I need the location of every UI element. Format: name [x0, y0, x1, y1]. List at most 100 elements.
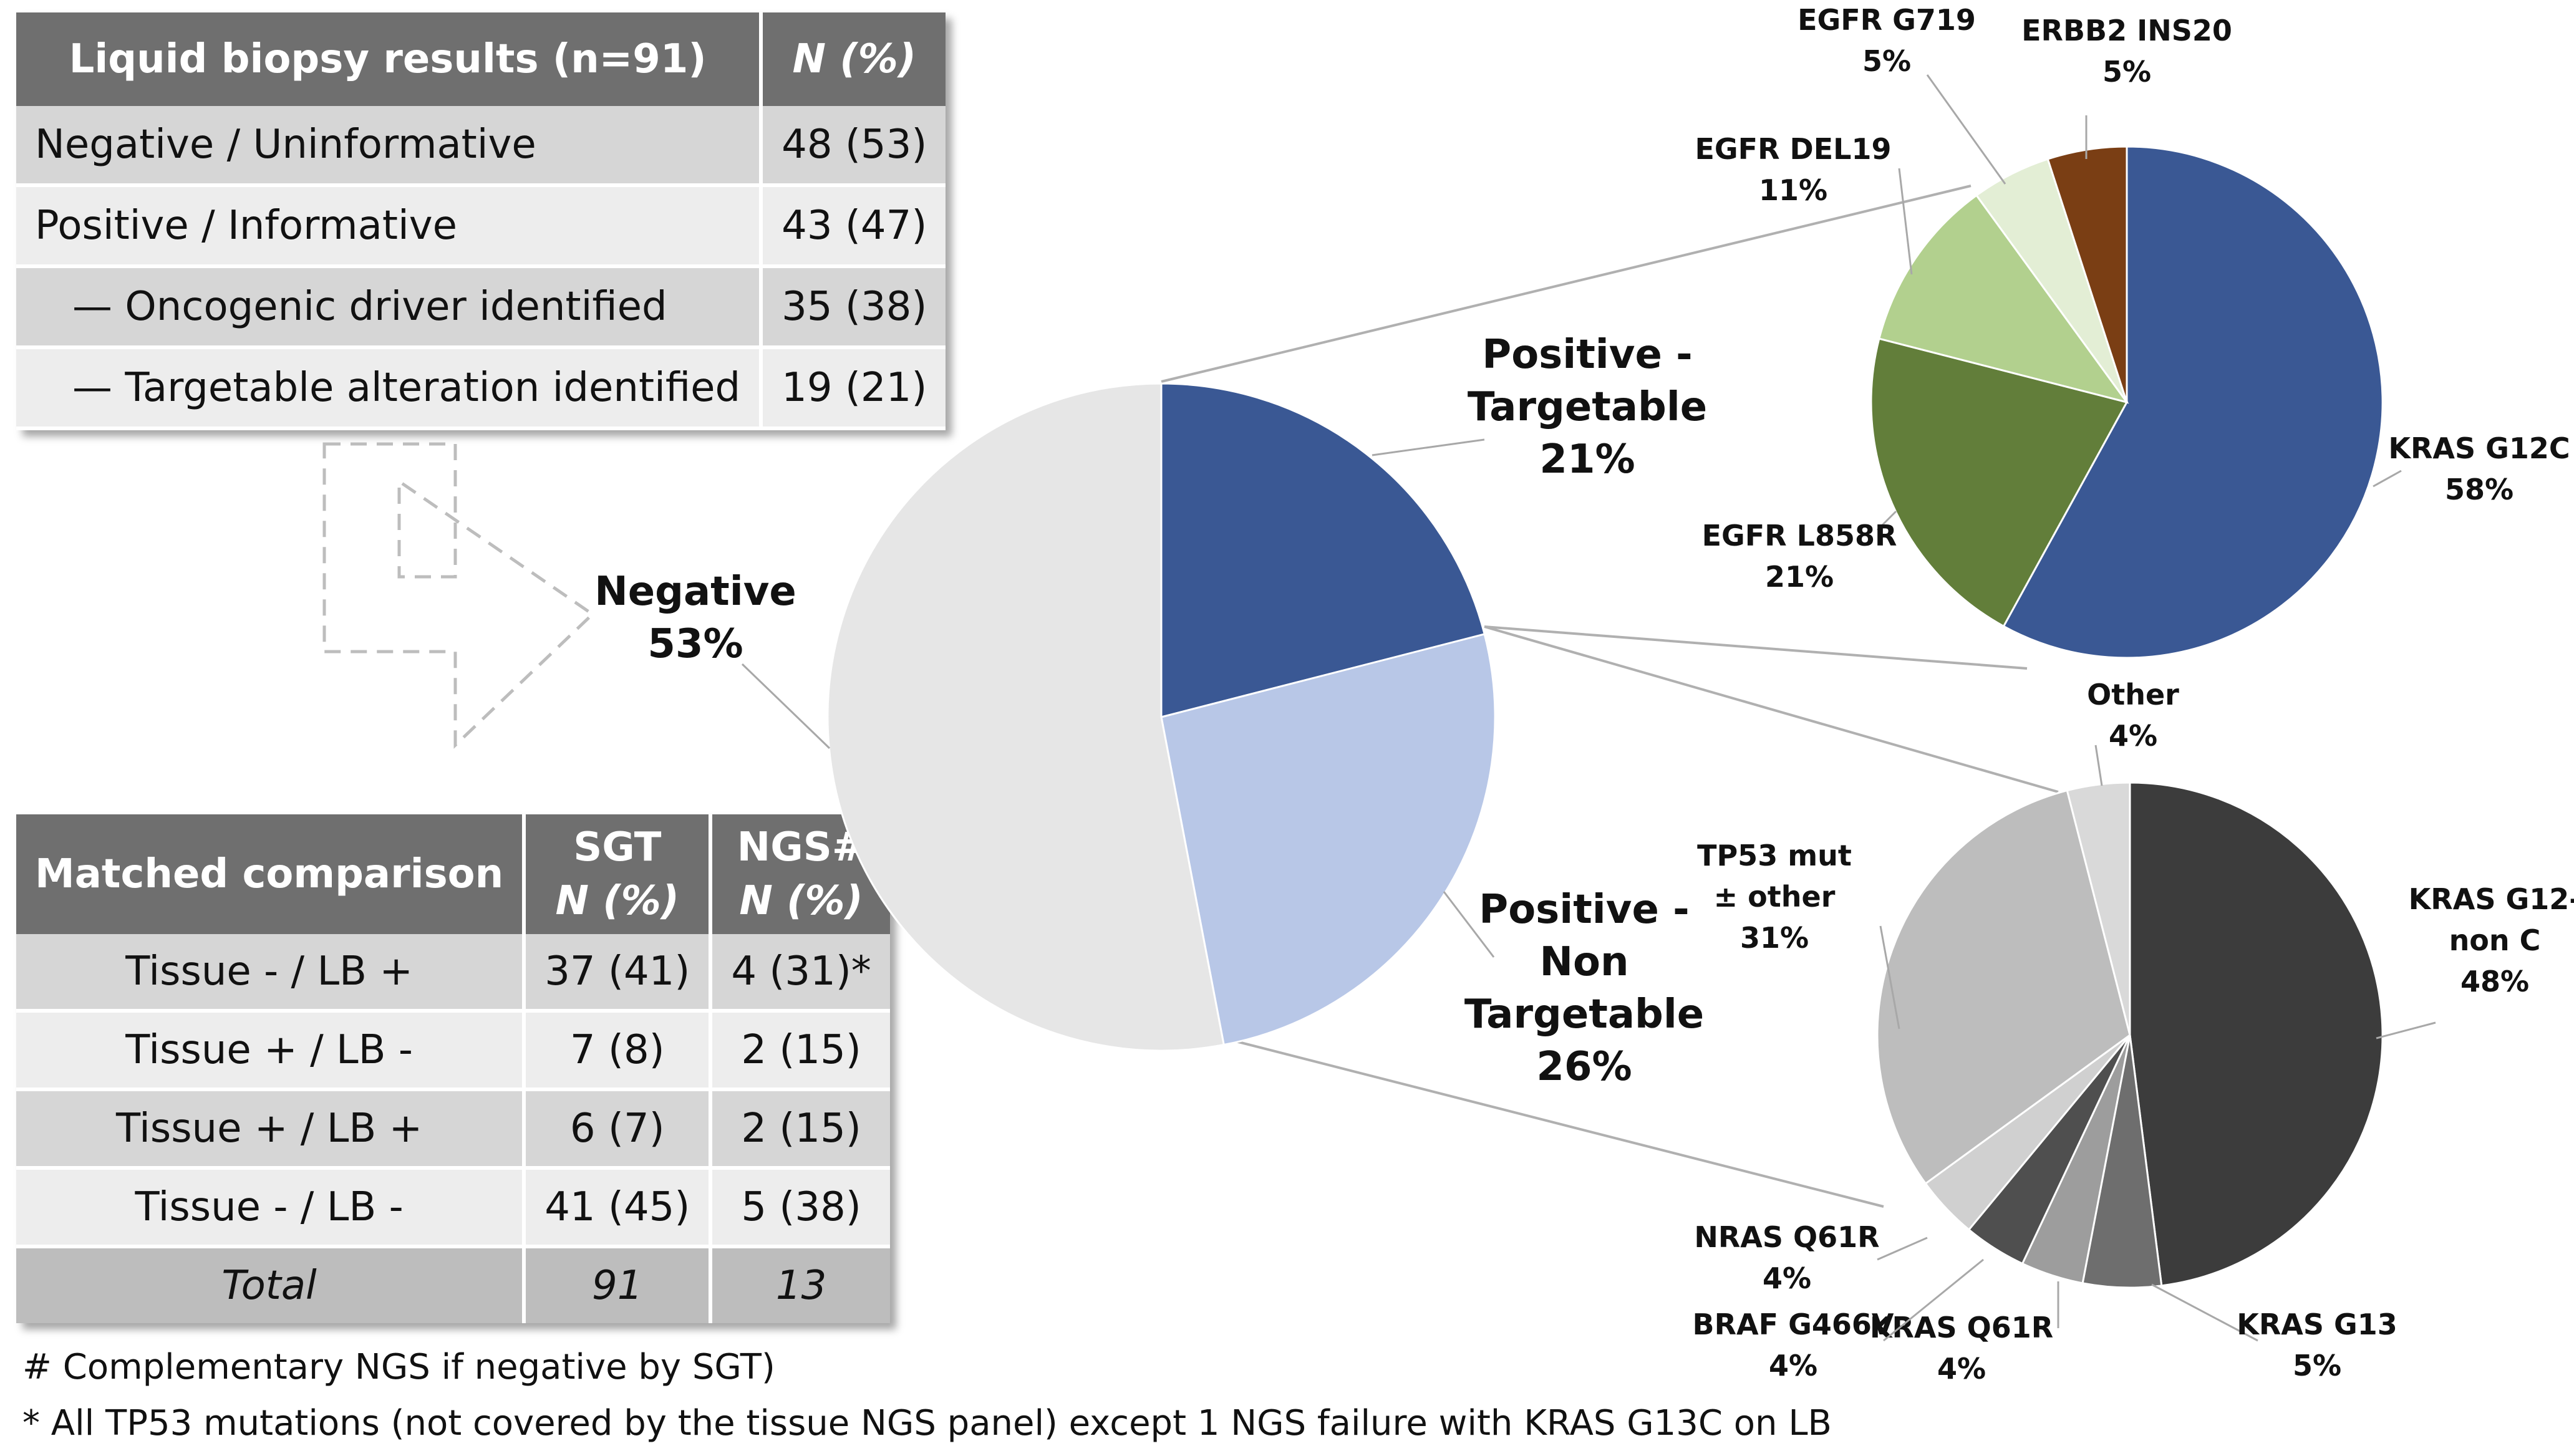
data-label-line: 26%: [1536, 1044, 1632, 1090]
t2-row-label: Tissue + / LB -: [16, 1013, 526, 1091]
pie-slice-main-0: [1160, 382, 1486, 718]
leader-line-main-1: [1443, 891, 1495, 958]
data-label-line: non C: [2449, 923, 2541, 957]
t2-row-ngs: 2 (15): [712, 1013, 890, 1091]
pie-slice-targetable-0: [2002, 145, 2384, 659]
table-row: — Targetable alteration identified 19 (2…: [16, 349, 946, 430]
data-label-targetable-3: EGFR G719 5%: [1797, 3, 1976, 78]
leader-line-main-0: [1372, 438, 1485, 456]
data-label-line: KRAS Q61R: [1870, 1311, 2053, 1344]
t2-row-sgt: 6 (7): [526, 1091, 713, 1170]
data-label-non_targetable-1: KRAS G13 5%: [2237, 1308, 2397, 1382]
data-label-line: 21%: [1765, 560, 1834, 594]
t2-total-sgt: 91: [526, 1248, 713, 1323]
leader-line-targetable-3: [1926, 74, 2006, 185]
data-label-non_targetable-4: NRAS Q61R 4%: [1694, 1220, 1879, 1295]
t2-header-ngs-npct: N (%): [739, 878, 863, 924]
t2-header-label: Matched comparison: [16, 814, 526, 934]
t1-header-label: Liquid biopsy results (n=91): [16, 12, 763, 106]
leader-line-non_targetable-5: [1879, 925, 1900, 1029]
t2-header-sgt-npct: N (%): [555, 878, 679, 924]
data-label-main-1: Positive - Non Targetable 26%: [1464, 887, 1704, 1090]
table-row: Tissue - / LB + 37 (41) 4 (31)*: [16, 934, 890, 1013]
data-label-non_targetable-5: TP53 mut ± other 31%: [1697, 839, 1852, 955]
data-label-line: EGFR DEL19: [1695, 132, 1892, 166]
data-label-main-0: Positive - Targetable 21%: [1468, 332, 1707, 483]
data-label-non_targetable-0: KRAS G12- non C 48%: [2409, 882, 2574, 998]
data-label-targetable-1: EGFR L858R 21%: [1702, 519, 1897, 594]
connector-line: [1484, 625, 2059, 793]
data-label-line: 11%: [1759, 173, 1827, 207]
t2-total-ngs: 13: [712, 1248, 890, 1323]
t1-row-label: — Targetable alteration identified: [16, 349, 763, 430]
data-label-line: KRAS G13: [2237, 1308, 2397, 1341]
liquid-biopsy-results-table: Liquid biopsy results (n=91) N (%) Negat…: [16, 12, 946, 430]
t2-header-sgt-label: SGT: [573, 824, 662, 870]
leader-line-targetable-0: [2373, 470, 2402, 488]
leader-line-non_targetable-1: [2151, 1283, 2258, 1342]
table-row: — Oncogenic driver identified 35 (38): [16, 268, 946, 349]
connector-line: [1223, 1037, 1884, 1208]
t1-header-value: N (%): [763, 12, 946, 106]
data-label-line: NRAS Q61R: [1694, 1220, 1879, 1254]
data-label-targetable-4: ERBB2 INS20 5%: [2021, 14, 2232, 89]
data-label-line: Targetable: [1464, 991, 1704, 1038]
dashed-arrow-icon: [322, 442, 595, 749]
pie-slice-non_targetable-6: [2066, 781, 2131, 1036]
pie-slice-targetable-2: [1878, 194, 2129, 404]
data-label-targetable-0: KRAS G12C 58%: [2388, 431, 2570, 506]
footnote-ngs: # Complementary NGS if negative by SGT): [22, 1347, 775, 1387]
data-label-line: 4%: [2109, 719, 2157, 753]
t2-row-ngs: 5 (38): [712, 1170, 890, 1248]
data-label-line: KRAS G12C: [2388, 431, 2570, 465]
table-row: Positive / Informative 43 (47): [16, 187, 946, 268]
data-label-line: 53%: [647, 621, 743, 667]
data-label-non_targetable-2: KRAS Q61R 4%: [1870, 1311, 2053, 1386]
t1-row-value: 48 (53): [763, 106, 946, 187]
leader-line-main-2: [741, 663, 831, 750]
data-label-line: 5%: [2293, 1349, 2341, 1382]
table-row: Tissue + / LB - 7 (8) 2 (15): [16, 1013, 890, 1091]
data-label-line: 4%: [1763, 1261, 1811, 1295]
data-label-line: 5%: [1862, 44, 1911, 78]
data-label-line: Other: [2087, 678, 2179, 711]
table-total-row: Total 91 13: [16, 1248, 890, 1323]
t2-row-label: Tissue - / LB -: [16, 1170, 526, 1248]
connector-line: [1484, 625, 2028, 670]
t2-row-sgt: 7 (8): [526, 1013, 713, 1091]
t2-header-sgt: SGT N (%): [526, 814, 713, 934]
t2-row-label: Tissue + / LB +: [16, 1091, 526, 1170]
data-label-line: 31%: [1740, 921, 1809, 955]
t1-row-label: Positive / Informative: [16, 187, 763, 268]
data-label-line: 58%: [2445, 473, 2514, 506]
leader-line-targetable-1: [1876, 510, 1897, 531]
matched-comparison-table: Matched comparison SGT N (%) NGS# N (%) …: [16, 814, 890, 1323]
t2-header-ngs-label: NGS#: [737, 824, 866, 870]
data-label-line: 4%: [1769, 1349, 1817, 1382]
leader-line-non_targetable-0: [2376, 1021, 2436, 1039]
pie-slice-non_targetable-5: [1876, 789, 2131, 1185]
pie-slice-main-1: [1160, 633, 1496, 1046]
leader-line-non_targetable-4: [1877, 1237, 1928, 1261]
data-label-line: ± other: [1714, 880, 1836, 914]
t2-row-sgt: 41 (45): [526, 1170, 713, 1248]
t1-row-label: Negative / Uninformative: [16, 106, 763, 187]
t2-row-sgt: 37 (41): [526, 934, 713, 1013]
connector-line: [1161, 185, 1972, 383]
leader-line-non_targetable-6: [2094, 745, 2103, 786]
data-label-line: EGFR G719: [1797, 3, 1976, 37]
t1-row-value: 35 (38): [763, 268, 946, 349]
data-label-line: Negative: [594, 569, 796, 615]
table-row: Tissue + / LB + 6 (7) 2 (15): [16, 1091, 890, 1170]
data-label-line: 48%: [2460, 965, 2529, 998]
pie-slice-targetable-1: [1870, 337, 2129, 628]
data-label-line: 21%: [1539, 436, 1635, 483]
data-label-line: BRAF G466V: [1693, 1308, 1894, 1341]
t2-row-label: Tissue - / LB +: [16, 934, 526, 1013]
data-label-line: Positive -: [1482, 332, 1692, 378]
data-label-line: Positive -: [1479, 887, 1689, 933]
t1-row-label: — Oncogenic driver identified: [16, 268, 763, 349]
data-label-targetable-2: EGFR DEL19 11%: [1695, 132, 1892, 207]
leader-line-targetable-2: [1898, 168, 1913, 275]
